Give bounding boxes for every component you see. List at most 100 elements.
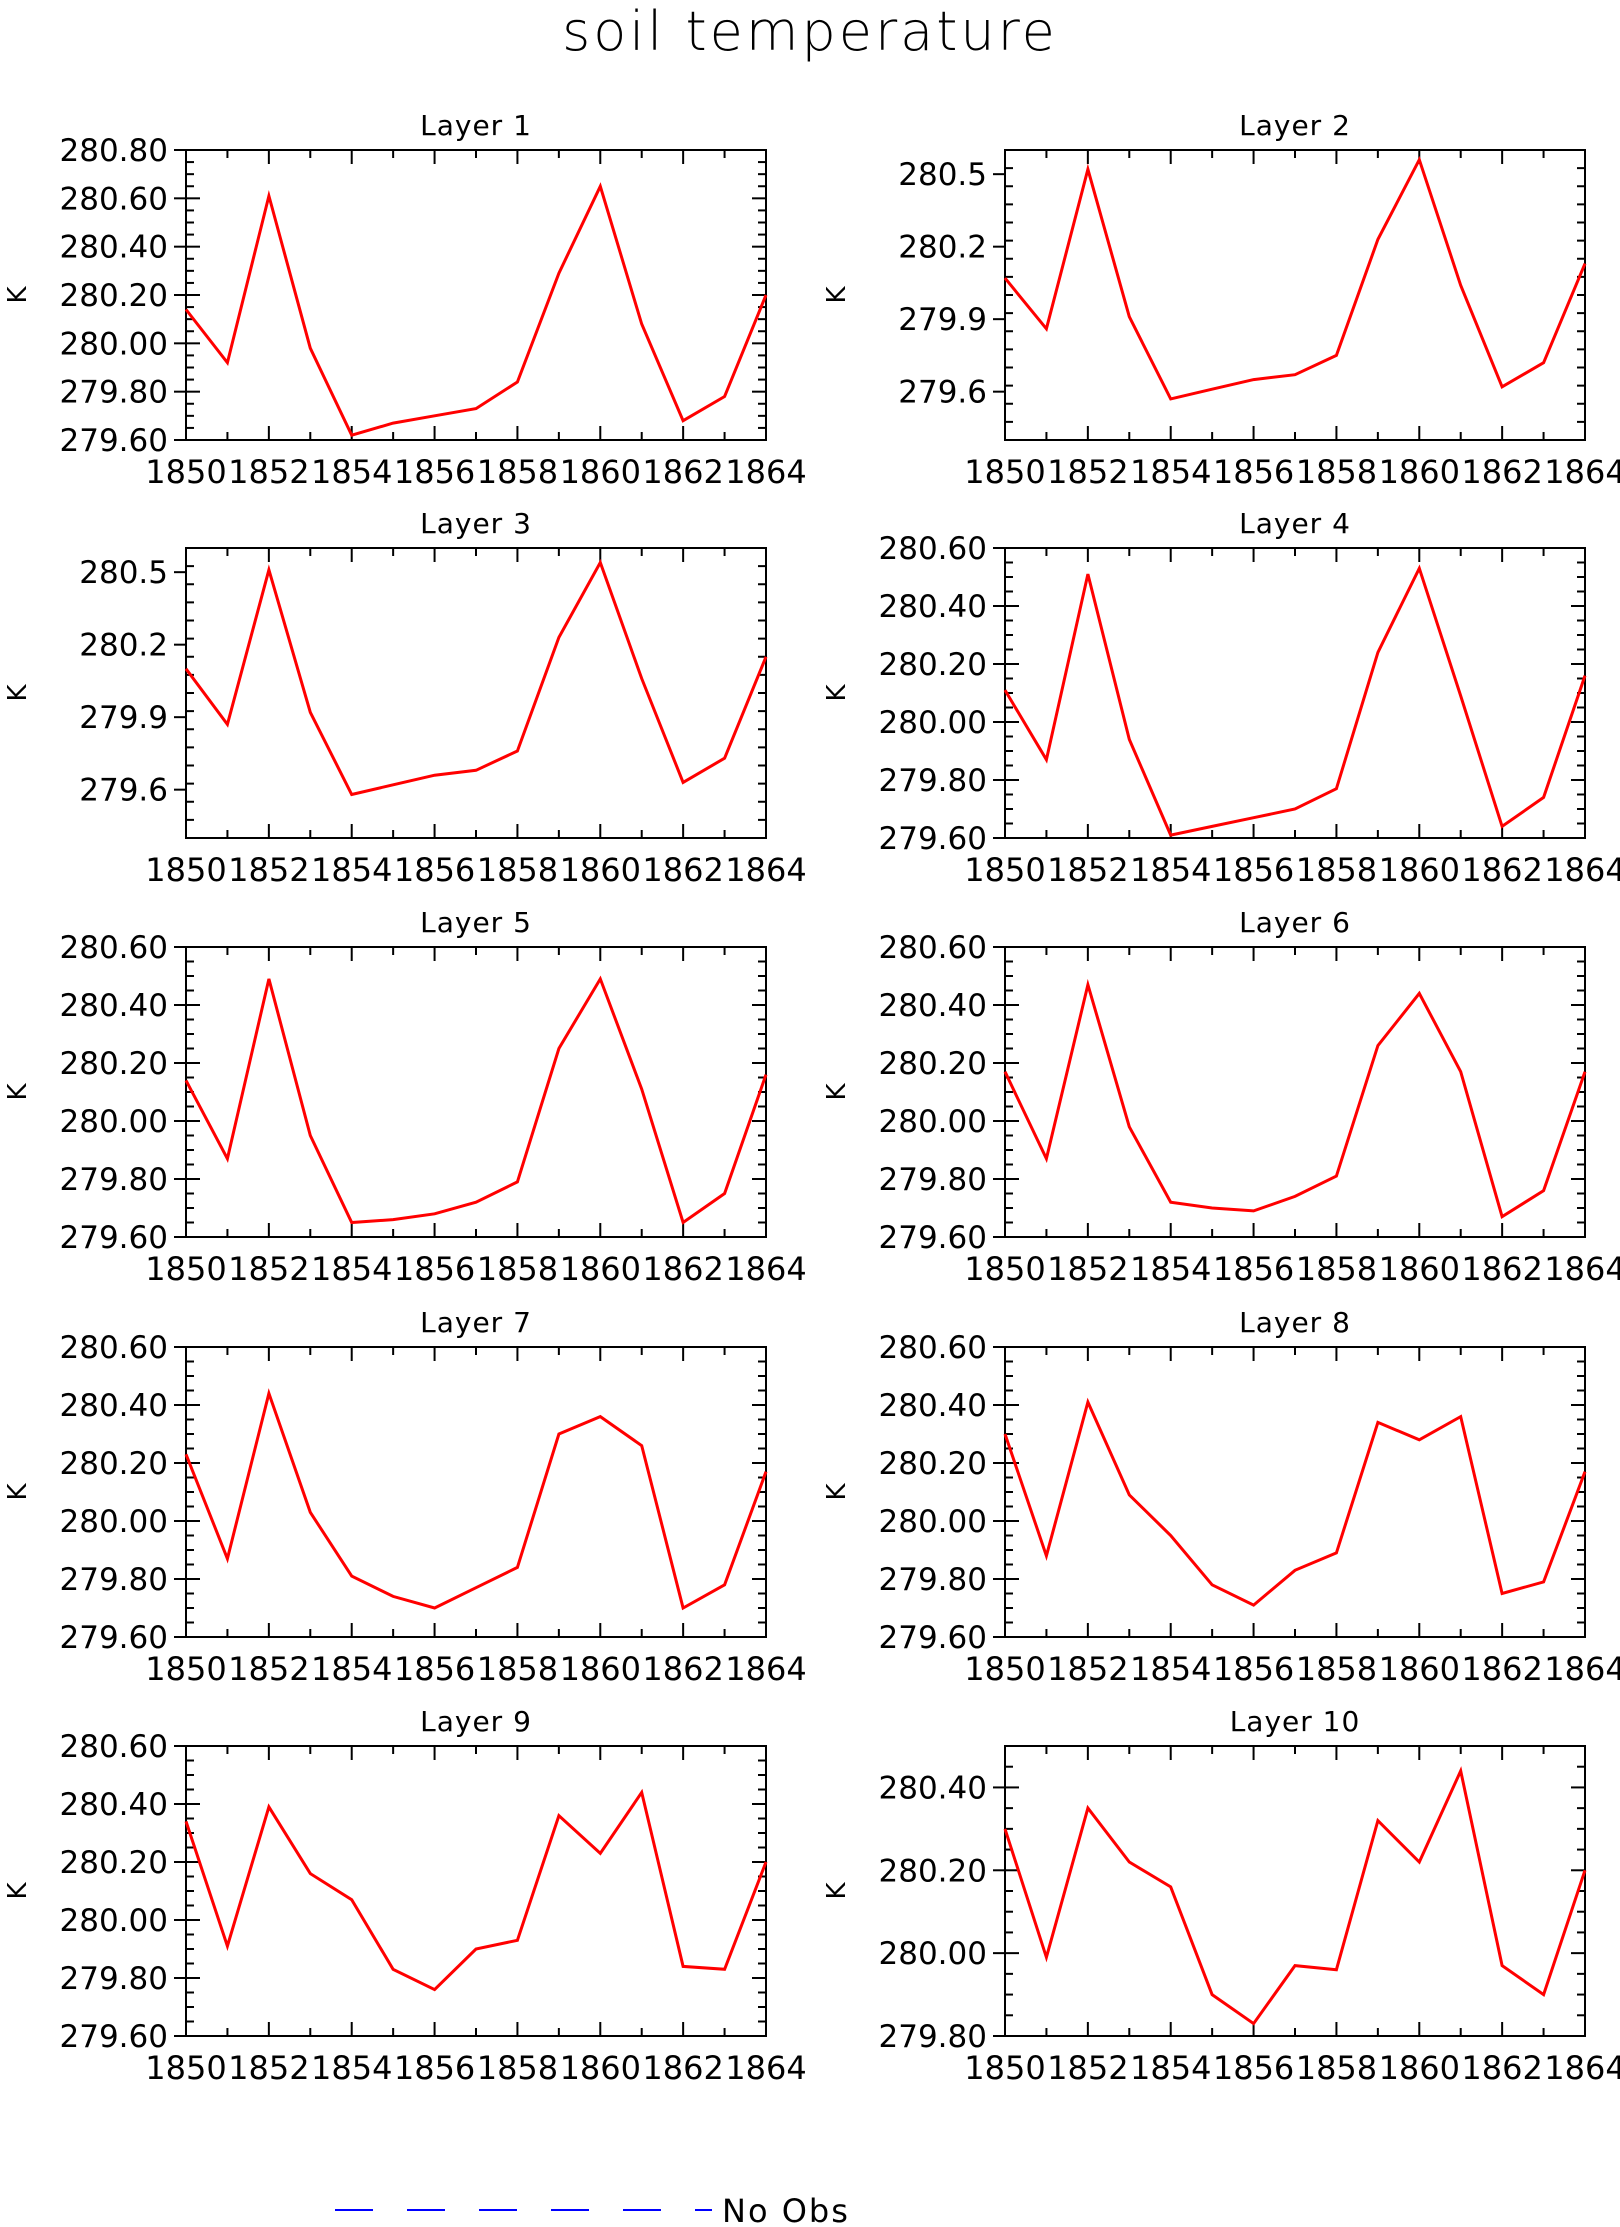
- x-tick-label: 1858: [477, 2049, 558, 2087]
- x-tick-label: 1850: [964, 1250, 1045, 1288]
- x-tick-label: 1862: [642, 1250, 723, 1288]
- y-tick-label: 279.60: [60, 423, 168, 459]
- panel-title: Layer 10: [1230, 1705, 1361, 1738]
- x-tick-label: 1856: [394, 851, 475, 889]
- y-axis-label: K: [3, 1882, 33, 1900]
- x-tick-label: 1852: [228, 1250, 309, 1288]
- x-tick-label: 1858: [1296, 2049, 1377, 2087]
- plot-frame: [185, 1745, 767, 2037]
- x-tick-label: 1860: [560, 2049, 641, 2087]
- y-tick-label: 280.00: [60, 326, 168, 362]
- legend-no-obs-label: No Obs: [722, 2192, 850, 2227]
- y-tick-label: 280.00: [879, 1104, 987, 1140]
- y-tick-label: 280.40: [879, 988, 987, 1024]
- x-tick-label: 1850: [964, 453, 1045, 491]
- y-tick-label: 280.60: [60, 1729, 168, 1765]
- x-tick-label: 1850: [964, 851, 1045, 889]
- panel-title: Layer 7: [420, 1306, 532, 1339]
- y-tick-label: 279.80: [60, 375, 168, 411]
- y-tick-label: 280.40: [879, 1388, 987, 1424]
- y-axis-label: K: [822, 1083, 852, 1101]
- y-axis-label: K: [822, 286, 852, 304]
- x-tick-label: 1858: [1296, 851, 1377, 889]
- plot-frame: [185, 547, 767, 839]
- plot-frame: [185, 149, 767, 441]
- x-tick-label: 1854: [311, 1650, 392, 1688]
- plot-frame: [1004, 1745, 1586, 2037]
- x-tick-label: 1852: [228, 1650, 309, 1688]
- legend: No Obs: [335, 2192, 850, 2227]
- y-tick-label: 279.60: [879, 821, 987, 857]
- x-tick-label: 1854: [1130, 2049, 1211, 2087]
- y-tick-label: 280.60: [60, 930, 168, 966]
- x-tick-label: 1850: [145, 1250, 226, 1288]
- y-tick-label: 279.80: [60, 1162, 168, 1198]
- x-tick-label: 1864: [725, 851, 806, 889]
- chart-layer-7: Layer 7 K 1850 1852 1854 1856 1858 1860 1862 1864…: [3, 1306, 807, 1688]
- y-tick-label: 280.00: [879, 705, 987, 741]
- x-tick-label: 1864: [725, 2049, 806, 2087]
- x-tick-label: 1862: [1461, 453, 1542, 491]
- x-tick-label: 1864: [1544, 851, 1620, 889]
- series-line: [1003, 1766, 1587, 2026]
- x-tick-label: 1858: [477, 453, 558, 491]
- x-tick-label: 1850: [964, 2049, 1045, 2087]
- x-tick-label: 1864: [1544, 453, 1620, 491]
- y-tick-label: 280.2: [898, 230, 987, 266]
- x-tick-label: 1860: [1379, 1250, 1460, 1288]
- y-tick-label: 279.60: [60, 1620, 168, 1656]
- x-tick-label: 1850: [145, 851, 226, 889]
- y-tick-label: 279.60: [60, 2019, 168, 2055]
- y-tick-label: 279.80: [879, 1562, 987, 1598]
- x-tick-label: 1862: [1461, 1650, 1542, 1688]
- x-tick-label: 1864: [1544, 1650, 1620, 1688]
- x-tick-label: 1852: [1047, 851, 1128, 889]
- x-tick-label: 1854: [311, 2049, 392, 2087]
- chart-layer-1: Layer 1 K 1850 1852 1854 1856 1858 1860 1862 1864…: [3, 109, 807, 491]
- y-tick-label: 279.6: [898, 375, 987, 411]
- series-line: [184, 1788, 768, 1992]
- x-tick-label: 1856: [1213, 851, 1294, 889]
- y-tick-label: 279.80: [879, 763, 987, 799]
- y-tick-label: 280.60: [60, 1330, 168, 1366]
- x-tick-label: 1854: [1130, 1250, 1211, 1288]
- series-line: [184, 182, 768, 437]
- y-tick-label: 279.9: [79, 700, 168, 736]
- x-tick-label: 1856: [394, 2049, 475, 2087]
- panel-title: Layer 5: [420, 906, 532, 939]
- y-tick-label: 280.40: [60, 988, 168, 1024]
- x-tick-label: 1864: [1544, 1250, 1620, 1288]
- x-tick-label: 1864: [1544, 2049, 1620, 2087]
- x-tick-label: 1860: [560, 1250, 641, 1288]
- y-tick-label: 280.20: [60, 278, 168, 314]
- x-tick-label: 1850: [964, 1650, 1045, 1688]
- x-tick-label: 1852: [228, 2049, 309, 2087]
- series-line: [1003, 155, 1587, 401]
- y-tick-label: 280.60: [879, 930, 987, 966]
- x-tick-label: 1860: [560, 851, 641, 889]
- y-axis-label: K: [822, 1882, 852, 1900]
- x-tick-label: 1856: [1213, 1650, 1294, 1688]
- y-tick-label: 280.20: [60, 1446, 168, 1482]
- y-tick-label: 280.80: [60, 133, 168, 169]
- y-tick-label: 279.60: [879, 1220, 987, 1256]
- y-tick-label: 280.5: [79, 555, 168, 591]
- x-tick-label: 1858: [1296, 453, 1377, 491]
- y-tick-label: 279.80: [60, 1562, 168, 1598]
- y-axis-label: K: [822, 684, 852, 702]
- chart-layer-6: Layer 6 K 1850 1852 1854 1856 1858 1860 1862 1864…: [822, 906, 1620, 1288]
- x-tick-label: 1860: [1379, 851, 1460, 889]
- x-tick-label: 1862: [642, 851, 723, 889]
- y-tick-label: 280.20: [879, 647, 987, 683]
- y-tick-label: 280.40: [879, 1770, 987, 1806]
- x-tick-label: 1860: [1379, 2049, 1460, 2087]
- y-tick-label: 280.20: [60, 1046, 168, 1082]
- x-tick-label: 1856: [1213, 453, 1294, 491]
- y-tick-label: 280.2: [79, 628, 168, 664]
- series-line: [184, 558, 768, 797]
- y-tick-label: 279.80: [879, 1162, 987, 1198]
- y-tick-label: 280.20: [60, 1845, 168, 1881]
- x-tick-label: 1862: [642, 1650, 723, 1688]
- chart-layer-2: Layer 2 K 1850 1852 1854 1856 1858 1860 1862 1864…: [822, 109, 1620, 491]
